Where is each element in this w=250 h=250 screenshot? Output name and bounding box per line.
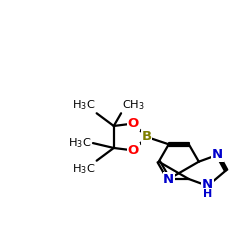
Text: H$_3$C: H$_3$C [72,98,96,112]
Text: CH$_3$: CH$_3$ [122,98,145,112]
Text: H: H [203,189,212,199]
Text: H$_3$C: H$_3$C [72,162,96,176]
Text: B: B [142,130,152,143]
Text: N: N [212,148,223,161]
Text: O: O [128,144,139,157]
Text: O: O [128,117,139,130]
Text: N: N [202,178,213,191]
Text: N: N [163,172,174,186]
Text: H$_3$C: H$_3$C [68,136,92,150]
